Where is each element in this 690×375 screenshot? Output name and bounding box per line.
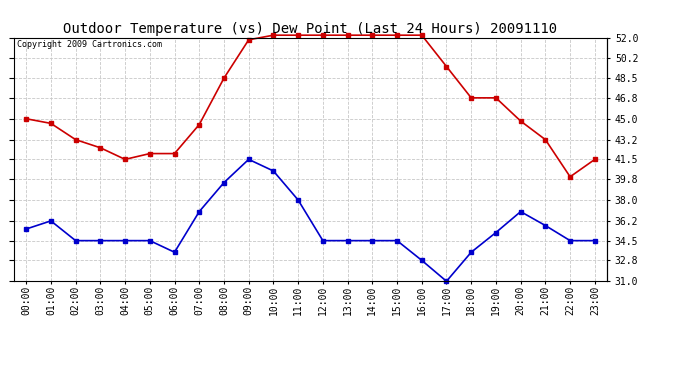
Title: Outdoor Temperature (vs) Dew Point (Last 24 Hours) 20091110: Outdoor Temperature (vs) Dew Point (Last… <box>63 22 558 36</box>
Text: Copyright 2009 Cartronics.com: Copyright 2009 Cartronics.com <box>17 40 161 49</box>
